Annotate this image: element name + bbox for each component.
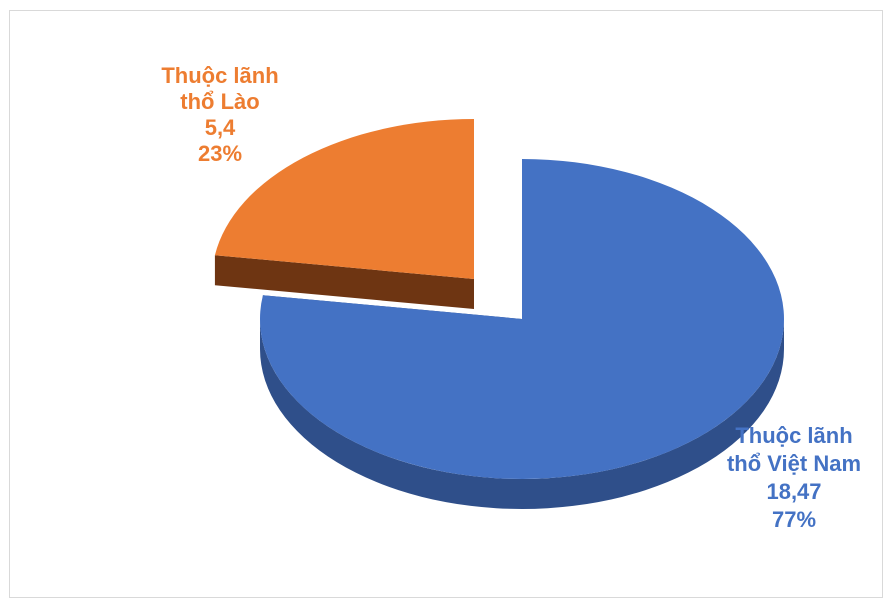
slice-side-wall (260, 319, 784, 509)
chart-area: Thuộc lãnh thổ Việt Nam 18,47 77% Thuộc lãnh… (9, 10, 883, 598)
data-label-line: thổ Việt Nam (727, 451, 861, 476)
data-label-viet-nam: Thuộc lãnh thổ Việt Nam 18,47 77% (727, 423, 861, 532)
pie-slice-lao (214, 119, 474, 309)
slice-top-face (260, 159, 785, 479)
data-label-line: Thuộc lãnh (161, 63, 278, 88)
data-label-line: 18,47 (766, 479, 821, 504)
data-label-line: thổ Lào (180, 89, 259, 114)
slice-top-face (214, 119, 474, 279)
data-label-line: 5,4 (205, 115, 236, 140)
pie-slice-viet-nam (260, 159, 785, 509)
slice-cut-face (214, 255, 474, 309)
pie-chart: Thuộc lãnh thổ Việt Nam 18,47 77%Thuộc lãnh… (161, 63, 861, 532)
data-label-line: Thuộc lãnh (735, 423, 852, 448)
data-label-line: 23% (198, 141, 242, 166)
data-label-lao: Thuộc lãnh thổ Lào 5,4 23% (161, 63, 278, 166)
data-label-line: 77% (772, 507, 816, 532)
